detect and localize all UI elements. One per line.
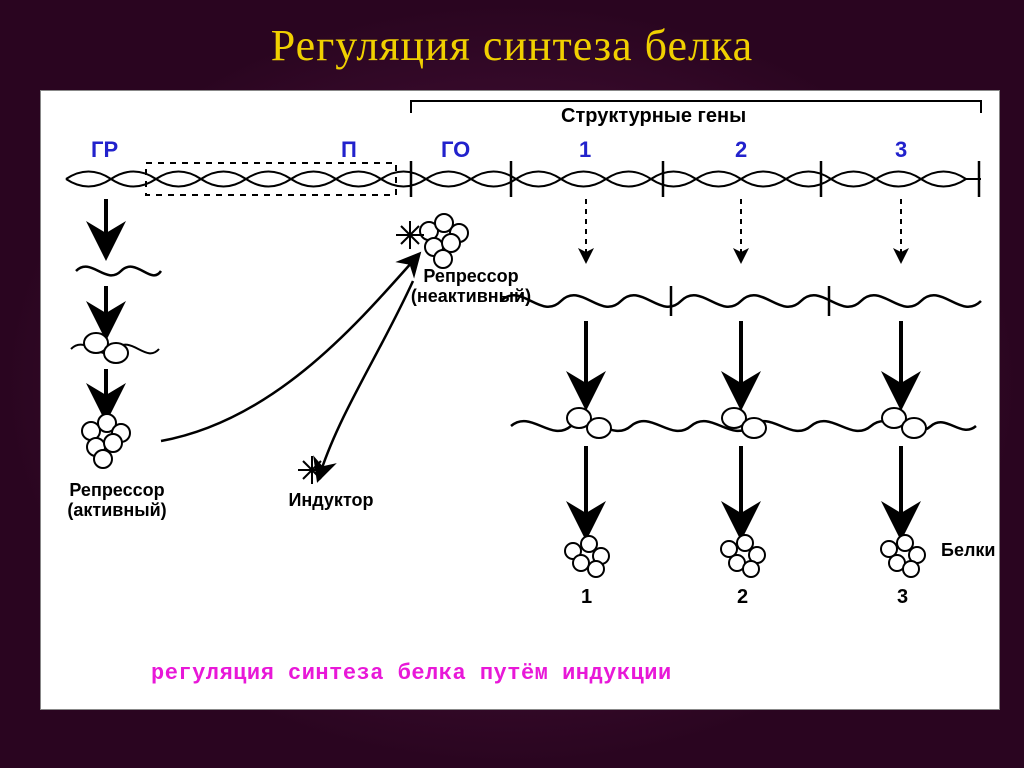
repressor-inactive-label: Репрессор (неактивный) [391,267,551,307]
diagram-panel: Структурные гены ГР П ГО 1 2 3 Репрессор… [40,90,1000,710]
gene-label-gr: ГР [91,137,118,163]
inductor-label: Индуктор [271,491,391,511]
gene-label-3: 3 [895,137,907,163]
page-title: Регуляция синтеза белка [0,0,1024,71]
repressor-active-label: Репрессор (активный) [47,481,187,521]
structural-genes-label: Структурные гены [561,105,746,128]
protein-num-3: 3 [897,586,908,609]
diagram-caption: регуляция синтеза белка путём индукции [151,661,672,686]
protein-num-1: 1 [581,586,592,609]
diagram-svg [41,91,1001,711]
gene-label-2: 2 [735,137,747,163]
gene-label-1: 1 [579,137,591,163]
proteins-label: Белки [941,541,995,561]
gene-label-go: ГО [441,137,470,163]
protein-num-2: 2 [737,586,748,609]
gene-label-p: П [341,137,357,163]
